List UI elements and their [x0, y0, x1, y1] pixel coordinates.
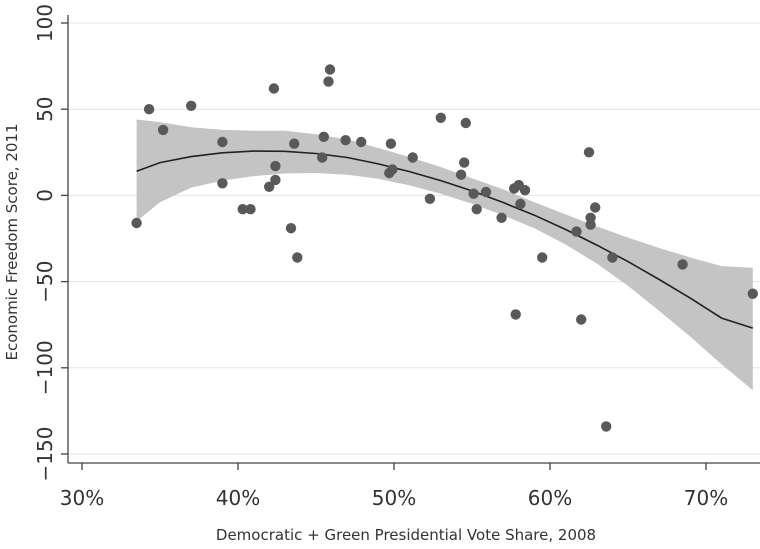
data-point — [571, 226, 582, 237]
data-point — [217, 178, 228, 189]
data-point — [576, 314, 587, 325]
data-point — [537, 252, 548, 263]
data-point — [268, 83, 280, 94]
data-point — [407, 152, 418, 163]
data-point — [459, 157, 470, 168]
y-axis-ticks: 100 50 0 −50 −100 −150 — [33, 4, 68, 482]
data-point — [270, 160, 281, 172]
data-point — [480, 186, 492, 198]
data-point — [186, 100, 197, 112]
confidence-band-area — [136, 119, 753, 391]
data-point — [323, 76, 334, 87]
data-point — [270, 174, 281, 186]
data-point — [607, 252, 618, 263]
data-point — [585, 219, 596, 230]
data-point — [601, 421, 612, 432]
axes — [67, 15, 760, 464]
data-point — [468, 188, 479, 199]
data-point — [496, 212, 507, 223]
data-point — [385, 138, 397, 149]
data-point — [157, 124, 169, 136]
data-point — [515, 198, 526, 210]
x-tick-label: 60% — [528, 486, 572, 510]
data-point — [583, 147, 595, 158]
x-tick-label: 40% — [216, 486, 260, 510]
y-tick-label: 50 — [33, 96, 57, 121]
y-tick-label: −100 — [33, 340, 57, 395]
y-axis-title: Economic Freedom Score, 2011 — [3, 123, 21, 360]
data-point — [510, 309, 521, 320]
data-point — [324, 64, 336, 75]
data-point — [292, 252, 303, 263]
data-point — [245, 204, 256, 215]
data-point — [317, 152, 328, 163]
data-point — [289, 138, 300, 149]
data-point — [747, 288, 758, 299]
confidence-band — [136, 119, 753, 391]
fit-line — [136, 150, 754, 329]
data-point — [143, 104, 155, 115]
fit-curve — [136, 150, 754, 329]
data-points — [131, 64, 758, 432]
data-point — [460, 117, 471, 129]
x-tick-label: 70% — [684, 486, 728, 510]
data-point — [237, 204, 248, 215]
data-point — [318, 131, 329, 142]
x-tick-label: 50% — [372, 486, 416, 510]
data-point — [356, 136, 367, 148]
data-point — [340, 135, 351, 146]
data-point — [264, 181, 275, 192]
data-point — [131, 217, 142, 229]
data-point — [285, 223, 297, 234]
y-tick-label: −150 — [33, 427, 57, 482]
data-point — [435, 112, 446, 124]
y-tick-label: 0 — [33, 189, 57, 202]
x-axis-ticks: 30% 40% 50% 60% 70% — [60, 463, 728, 510]
data-point — [217, 136, 228, 148]
data-point — [590, 202, 601, 213]
gridlines — [68, 22, 760, 455]
data-point — [424, 193, 436, 204]
data-point — [677, 259, 688, 270]
y-tick-label: 100 — [33, 4, 57, 42]
data-point — [471, 204, 482, 215]
y-tick-label: −50 — [33, 260, 57, 302]
data-point — [455, 169, 467, 180]
x-axis-title: Democratic + Green Presidential Vote Sha… — [216, 526, 596, 544]
data-point — [519, 185, 531, 196]
x-tick-label: 30% — [60, 486, 104, 510]
data-point — [387, 164, 398, 175]
